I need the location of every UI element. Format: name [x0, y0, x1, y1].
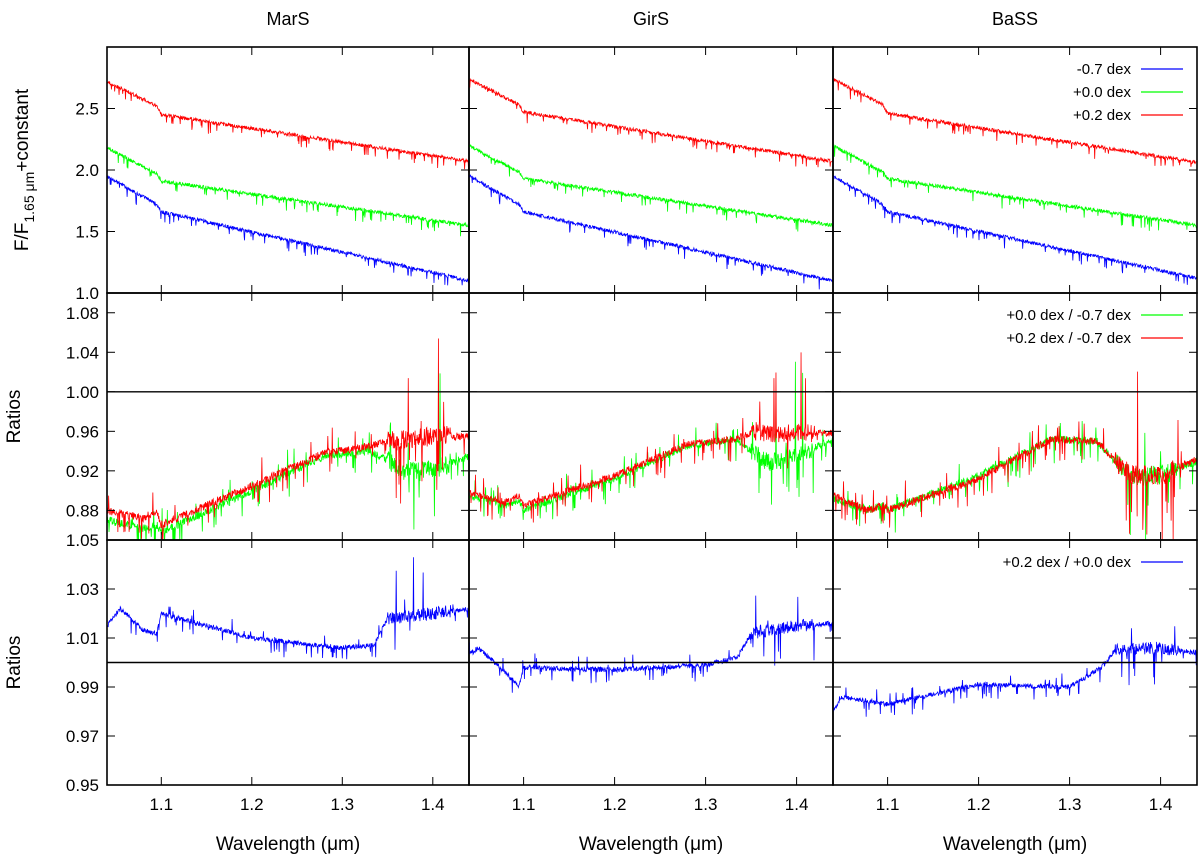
series-line--0-7-dex — [469, 174, 833, 290]
y-axis-title-flux: F/F1.65 μm+constant — [12, 88, 37, 251]
y-tick-label: 1.04 — [66, 343, 99, 362]
y-axis-title-tail: +constant — [12, 88, 33, 172]
panel-r2-mars: 0.95 0.97 0.99 1.01 1.03 1.05 1.1 1.2 1.3 1.4 — [66, 531, 470, 814]
panel-r0-girs — [468, 46, 834, 294]
series-line--0-2-dex — [469, 77, 833, 168]
y-tick-label: 0.99 — [66, 678, 99, 697]
legend-label: +0.0 dex / -0.7 dex — [1006, 307, 1131, 324]
legend-label: +0.2 dex / -0.7 dex — [1006, 330, 1131, 347]
y-tick-label: 0.88 — [66, 501, 99, 520]
series-line--0-0-dex — [469, 143, 833, 232]
column-titles: MarS GirS BaSS — [266, 9, 1038, 29]
panel-frame — [106, 46, 470, 294]
legend-label: +0.0 dex — [1073, 84, 1131, 101]
series-line--0-2-dex-0-7-dex — [107, 338, 469, 540]
y-tick-label: 2.5 — [75, 100, 99, 119]
y-tick-label: 2.0 — [75, 161, 99, 180]
series-line--0-0-dex — [833, 144, 1197, 236]
panel-r0-bass: -0.7 dex +0.0 dex +0.2 dex — [832, 46, 1198, 294]
x-tick-label: 1.1 — [876, 795, 900, 814]
y-axis-title-ratios: Ratios — [4, 390, 25, 444]
legend: -0.7 dex +0.0 dex +0.2 dex — [1073, 61, 1183, 124]
series-line--0-2-dex-0-0-dex — [107, 557, 469, 660]
panel-title-bass: BaSS — [992, 9, 1038, 29]
y-tick-label: 1.08 — [66, 304, 99, 323]
series-line--0-0-dex-0-7-dex — [107, 373, 469, 540]
x-tick-label: 1.3 — [330, 795, 354, 814]
panel-r1-bass: +0.0 dex / -0.7 dex +0.2 dex / -0.7 dex — [832, 292, 1198, 541]
y-axis-title-main: F/F — [12, 223, 33, 252]
y-tick-label: 1.0 — [75, 284, 99, 303]
y-tick-label: 0.92 — [66, 462, 99, 481]
x-axis-title: Wavelength (μm) — [943, 834, 1087, 855]
panel-r1-girs — [468, 292, 834, 541]
series-line--0-7-dex — [107, 175, 469, 286]
x-axis-title: Wavelength (μm) — [579, 834, 723, 855]
panel-frame — [106, 292, 470, 541]
y-tick-label: 1.00 — [66, 383, 99, 402]
series-line--0-2-dex-0-7-dex — [833, 371, 1197, 540]
legend: +0.0 dex / -0.7 dex +0.2 dex / -0.7 dex — [1006, 307, 1183, 347]
series-line--0-0-dex — [107, 146, 469, 237]
y-tick-label: 0.97 — [66, 727, 99, 746]
x-tick-label: 1.2 — [603, 795, 627, 814]
panel-frame — [832, 46, 1198, 294]
series-line--0-2-dex-0-7-dex — [469, 352, 833, 523]
x-tick-label: 1.4 — [1149, 795, 1173, 814]
axis-titles: Wavelength (μm) Wavelength (μm) Wavelength… — [4, 88, 1087, 855]
panel-title-girs: GirS — [633, 9, 669, 29]
y-tick-label: 1.03 — [66, 580, 99, 599]
x-tick-label: 1.2 — [967, 795, 991, 814]
y-tick-label: 1.5 — [75, 223, 99, 242]
y-axis-title-subscript: 1.65 μm — [21, 172, 37, 223]
series-line--0-2-dex — [107, 80, 469, 173]
y-tick-label: 0.95 — [66, 776, 99, 795]
x-tick-label: 1.3 — [694, 795, 718, 814]
series-line--0-7-dex — [833, 174, 1197, 285]
panel-r0-mars: 1.0 1.5 2.0 2.5 — [75, 46, 470, 303]
legend-label: +0.2 dex — [1073, 107, 1131, 124]
y-axis-title-ratios: Ratios — [4, 636, 25, 690]
panel-frame — [832, 539, 1198, 786]
x-tick-label: 1.1 — [512, 795, 536, 814]
x-tick-label: 1.1 — [149, 795, 173, 814]
series-line--0-2-dex-0-0-dex — [469, 595, 833, 693]
x-tick-label: 1.4 — [421, 795, 445, 814]
panel-grid: 1.0 1.5 2.0 2.5 -0.7 dex +0.0 dex +0.2 dex 0.88… — [66, 46, 1198, 814]
x-tick-label: 1.4 — [785, 795, 809, 814]
y-tick-label: 1.01 — [66, 629, 99, 648]
panel-r2-girs: 1.1 1.2 1.3 1.4 — [468, 539, 834, 814]
legend-label: +0.2 dex / +0.0 dex — [1003, 554, 1132, 571]
legend-label: -0.7 dex — [1077, 61, 1132, 78]
panel-frame — [468, 46, 834, 294]
legend: +0.2 dex / +0.0 dex — [1003, 554, 1183, 571]
panel-r2-bass: 1.1 1.2 1.3 1.4 +0.2 dex / +0.0 dex — [832, 539, 1198, 814]
panel-r1-mars: 0.88 0.92 0.96 1.00 1.04 1.08 — [66, 292, 470, 541]
x-axis-title: Wavelength (μm) — [216, 834, 360, 855]
panel-title-mars: MarS — [266, 9, 309, 29]
y-tick-label: 0.96 — [66, 422, 99, 441]
y-tick-label: 1.05 — [66, 531, 99, 550]
x-tick-label: 1.2 — [240, 795, 264, 814]
series-line--0-2-dex — [833, 78, 1197, 167]
series-line--0-2-dex-0-0-dex — [833, 626, 1197, 717]
x-tick-label: 1.3 — [1058, 795, 1082, 814]
